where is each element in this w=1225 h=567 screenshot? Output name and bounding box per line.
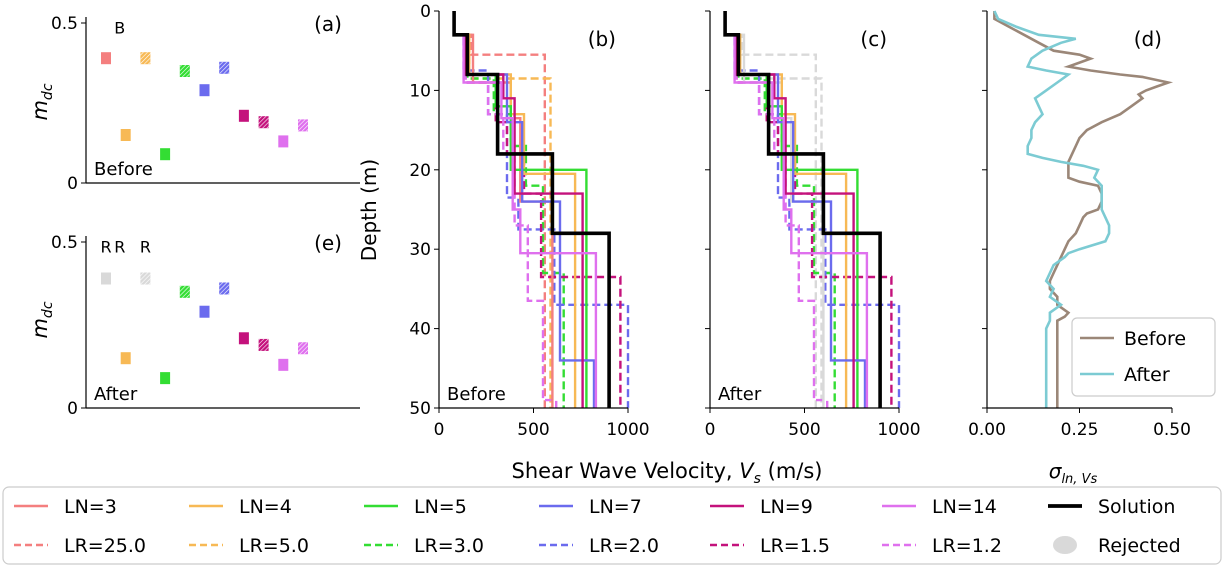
legend-label: LN=14 <box>932 496 997 518</box>
panel-e-mdc-after: 00.5 R R R (e)After <box>51 231 360 419</box>
legend-label: LN=9 <box>760 496 813 518</box>
panel-label: (e) <box>314 231 342 255</box>
x-tick-label: 0.25 <box>1061 420 1099 440</box>
solution-profile <box>452 11 611 408</box>
marker-annotation: B <box>114 18 125 37</box>
x-tick-label: 500 <box>788 420 820 440</box>
marker-annotation: R <box>100 238 111 257</box>
legend-label: LN=3 <box>64 496 117 518</box>
y-tick-label: 0.5 <box>51 233 78 253</box>
y-tick-label: 0.5 <box>51 14 78 34</box>
panel-inner-label: Before <box>447 384 506 405</box>
legend-label: Solution <box>1098 496 1175 518</box>
marker <box>199 305 210 318</box>
marker-hatch <box>258 338 269 351</box>
solution-profile <box>723 11 882 408</box>
marker-annotation: R <box>140 238 151 257</box>
marker <box>278 358 289 371</box>
y-tick-label: 50 <box>409 399 431 419</box>
y-tick-label: 0 <box>420 2 431 22</box>
legend-label: LR=25.0 <box>64 535 146 557</box>
marker <box>160 148 171 161</box>
panel-c-profiles-after: 0 500 1000 (c) After <box>705 10 921 440</box>
marker <box>120 352 131 365</box>
marker-hatch <box>140 52 151 65</box>
marker-hatch <box>179 285 190 298</box>
y-tick-label: 0 <box>67 174 78 194</box>
panel-label: (d) <box>1134 27 1162 51</box>
vs-profile <box>452 11 630 408</box>
marker <box>101 272 111 285</box>
panel-inner-label: After <box>718 384 762 405</box>
vs-profile <box>723 11 867 408</box>
panel-a-mdc-before: 0 0.5 B (a) Before <box>51 12 360 194</box>
x-tick-label: 1000 <box>606 420 649 440</box>
panel-b-profiles-before: 0 500 1000 0 10 20 30 40 50 (b) Before <box>409 2 649 440</box>
mdc-axis-label-a: mdc <box>28 83 56 120</box>
marker <box>238 332 249 345</box>
x-tick-label: 0 <box>705 420 716 440</box>
panel-label: (a) <box>314 12 342 36</box>
figure-legend: LN=3 LN=4 LN=5 LN=7 LN=9 LN=14 Solution LR=25.0… <box>2 486 1222 565</box>
legend-label: Rejected <box>1098 535 1181 557</box>
legend-label: LN=4 <box>239 496 292 518</box>
marker-hatch <box>258 116 269 129</box>
legend-label: LR=1.2 <box>932 535 1002 557</box>
sigma-line-after <box>993 10 1111 408</box>
y-tick-label: 20 <box>409 161 431 181</box>
marker <box>120 129 131 141</box>
x-tick-label: 0.50 <box>1153 420 1191 440</box>
legend-label: LN=7 <box>589 496 642 518</box>
legend-frame <box>2 486 1222 565</box>
y-tick-label: 30 <box>409 240 431 260</box>
marker-hatch <box>179 65 190 77</box>
panel-inner-label: After <box>94 384 138 405</box>
sigma-legend-label: Before <box>1124 328 1186 350</box>
legend-label: LR=1.5 <box>760 535 830 557</box>
marker <box>199 84 210 97</box>
marker-hatch <box>219 61 230 74</box>
marker <box>238 109 249 122</box>
marker-annotation: R <box>114 238 125 257</box>
panel-inner-label: Before <box>94 159 153 180</box>
legend-label: LN=5 <box>414 496 467 518</box>
marker <box>278 135 289 148</box>
y-tick-label: 10 <box>409 81 431 101</box>
marker-hatch <box>298 342 308 355</box>
legend-swatch-rejected <box>1053 536 1077 554</box>
x-tick-label: 0.00 <box>968 420 1006 440</box>
marker <box>101 52 111 65</box>
vs-profile <box>452 11 596 408</box>
panel-label: (b) <box>588 27 616 51</box>
mdc-axis-label-e: mdc <box>28 301 56 338</box>
panel-d-sigma: 0.00 0.25 0.50 (d) Before After <box>968 10 1216 440</box>
legend-label: LR=5.0 <box>239 535 309 557</box>
depth-axis-label: Depth (m) <box>357 159 381 261</box>
sigma-legend-label: After <box>1124 364 1170 386</box>
y-tick-label: 40 <box>409 320 431 340</box>
marker-hatch <box>140 272 151 285</box>
sigma-axis-label: σln, Vs <box>1049 459 1098 487</box>
x-tick-label: 1000 <box>877 420 920 440</box>
sigma-legend: Before After <box>1071 317 1216 397</box>
x-tick-label: 0 <box>434 420 445 440</box>
legend-label: LR=3.0 <box>414 535 484 557</box>
shared-x-axis-label: Shear Wave Velocity, Vs (m/s) <box>512 459 823 487</box>
marker <box>160 372 171 385</box>
x-tick-label: 500 <box>517 420 549 440</box>
marker-hatch <box>219 282 230 295</box>
legend-label: LR=2.0 <box>589 535 659 557</box>
panel-label: (c) <box>860 27 887 51</box>
y-tick-label: 0 <box>67 399 78 419</box>
vs-profile <box>723 11 901 408</box>
marker-hatch <box>298 119 308 132</box>
